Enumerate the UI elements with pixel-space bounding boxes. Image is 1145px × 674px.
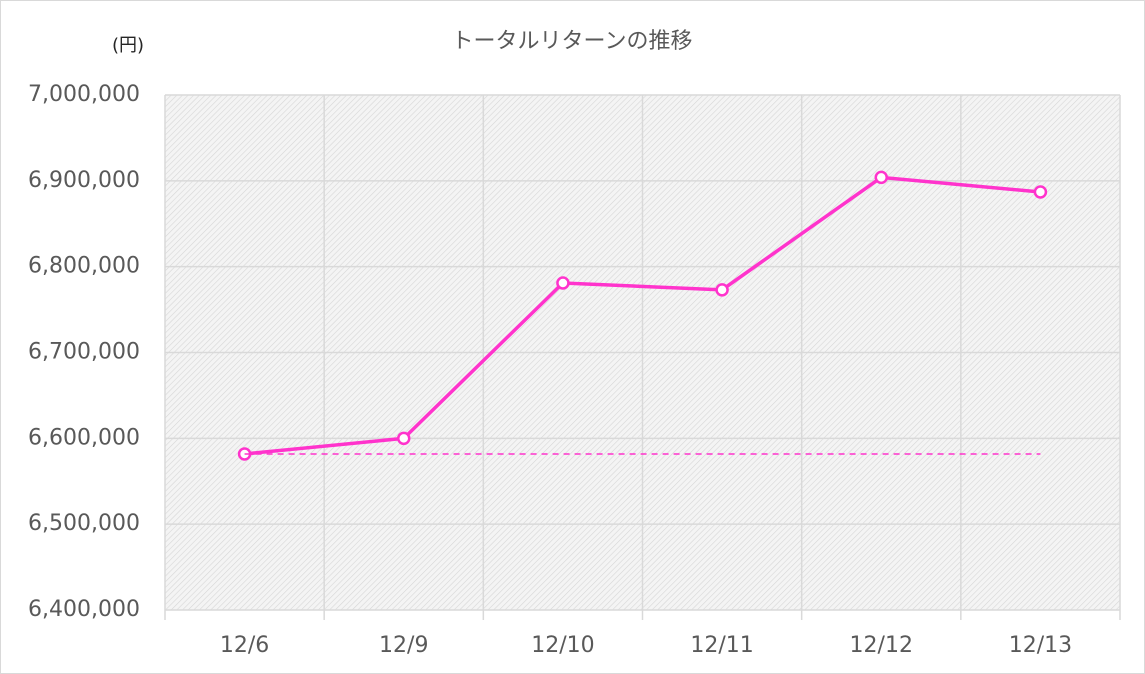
chart-title: トータルリターンの推移 — [452, 29, 693, 54]
y-unit-label: (円) — [112, 35, 144, 56]
point — [874, 170, 888, 185]
point — [556, 276, 570, 290]
y-tick-label: 6,500,000 — [28, 511, 140, 536]
y-tick-label: 6,800,000 — [28, 254, 140, 279]
y-tick-label: 6,700,000 — [28, 340, 140, 365]
x-tick-label: 12/10 — [531, 633, 594, 658]
x-tick-label: 12/12 — [850, 633, 913, 658]
series-line — [244, 175, 1041, 456]
point — [397, 431, 411, 446]
y-tick-label: 6,600,000 — [28, 425, 140, 450]
x-tick-label: 12/11 — [690, 633, 753, 658]
point — [715, 283, 729, 297]
point — [1033, 185, 1048, 199]
y-tick-label: 7,000,000 — [28, 82, 140, 107]
y-tick-label: 6,400,000 — [28, 597, 140, 622]
x-tick-label: 12/6 — [220, 633, 269, 658]
y-tick-label: 6,900,000 — [28, 168, 140, 193]
x-tick-label: 12/9 — [379, 633, 428, 658]
x-tick-label: 12/13 — [1009, 633, 1072, 658]
